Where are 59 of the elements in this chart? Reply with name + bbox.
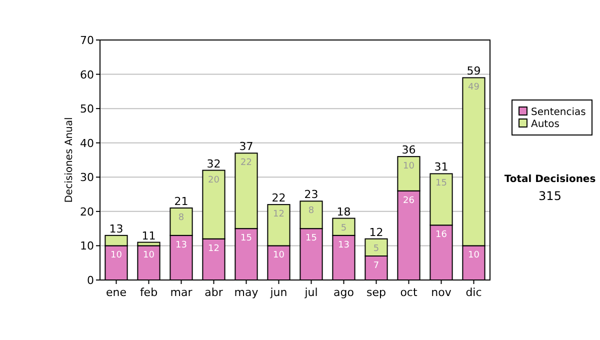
total-label: 13 xyxy=(109,222,124,236)
data-label: 7 xyxy=(373,261,380,271)
data-label: 15 xyxy=(306,234,317,244)
x-tick-label: mar xyxy=(170,286,193,299)
text: 315 xyxy=(538,189,562,203)
x-tick-label: nov xyxy=(431,286,452,299)
data-label: 10 xyxy=(143,250,155,261)
total-label: 21 xyxy=(174,195,188,208)
data-label: 26 xyxy=(403,196,415,206)
data-label: 12 xyxy=(208,244,220,254)
data-label: 16 xyxy=(436,230,448,240)
data-label: 8 xyxy=(308,206,314,216)
y-tick-label: 10 xyxy=(80,240,94,253)
total-label: 12 xyxy=(369,226,384,239)
data-label: 10 xyxy=(110,250,122,261)
data-label: 15 xyxy=(240,234,252,244)
y-tick-label: 0 xyxy=(87,274,94,287)
x-tick-label: ene xyxy=(106,286,127,299)
y-tick-label: 70 xyxy=(80,34,94,47)
total-label: 32 xyxy=(206,157,221,170)
data-label: 10 xyxy=(403,162,415,172)
data-label: 5 xyxy=(340,223,347,234)
data-label: 20 xyxy=(208,175,220,186)
legend-label: Sentencias xyxy=(531,107,586,118)
x-tick-label: oct xyxy=(400,286,418,299)
legend-label: Autos xyxy=(531,119,560,130)
text: Total Decisiones xyxy=(504,174,596,185)
x-tick-label: jul xyxy=(304,286,318,299)
data-label: 49 xyxy=(468,82,480,93)
total-label: 11 xyxy=(142,229,156,242)
total-label: 36 xyxy=(402,144,416,157)
data-label: 12 xyxy=(273,210,284,220)
total-label: 22 xyxy=(272,192,286,205)
total-label: 59 xyxy=(466,64,481,78)
x-tick-label: ago xyxy=(334,286,354,299)
data-label: 10 xyxy=(468,250,480,261)
data-label: 13 xyxy=(338,240,350,250)
y-tick-label: 50 xyxy=(80,102,94,116)
y-tick-label: 30 xyxy=(80,171,94,184)
total-label: 31 xyxy=(434,160,448,174)
data-label: 10 xyxy=(273,250,285,261)
total-label: 37 xyxy=(239,140,254,154)
y-tick-label: 40 xyxy=(80,136,94,150)
x-tick-label: dic xyxy=(466,286,482,299)
data-label: 8 xyxy=(178,213,184,223)
y-tick-label: 20 xyxy=(80,205,94,218)
total-label: 18 xyxy=(336,205,351,218)
y-tick-label: 60 xyxy=(80,68,94,82)
x-tick-label: feb xyxy=(140,286,158,299)
y-axis-title: Decisiones Anual xyxy=(64,117,75,203)
x-tick-label: may xyxy=(234,286,259,299)
x-tick-label: jun xyxy=(269,286,288,299)
data-label: 22 xyxy=(240,158,252,168)
x-tick-label: sep xyxy=(366,286,386,299)
data-label: 15 xyxy=(436,178,447,189)
total-label: 23 xyxy=(304,188,318,202)
data-label: 13 xyxy=(176,240,187,250)
x-tick-label: abr xyxy=(204,286,224,299)
data-label: 5 xyxy=(373,244,380,254)
